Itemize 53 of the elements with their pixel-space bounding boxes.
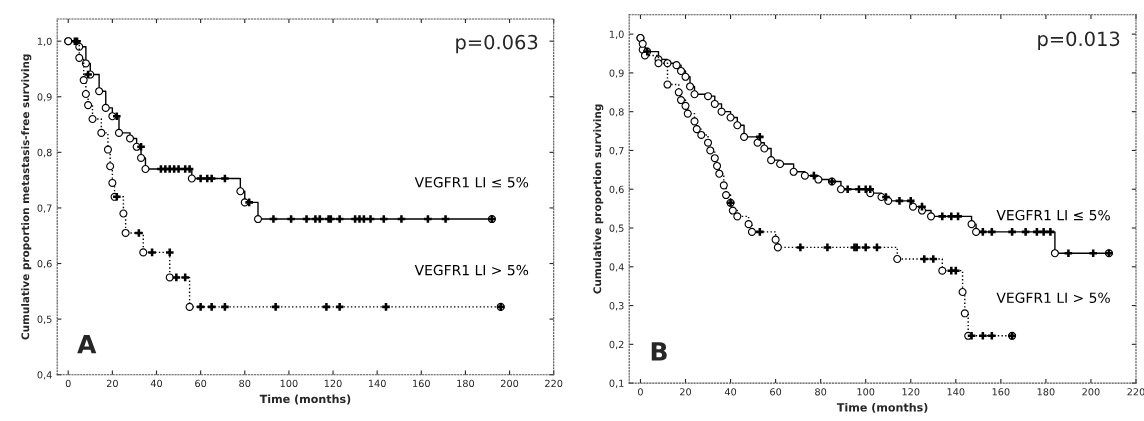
y-tick-label: 0,2 bbox=[609, 340, 624, 350]
annotation: p=0.063 bbox=[456, 34, 538, 54]
x-tick-label: 60 bbox=[770, 388, 782, 396]
x-tick-label: 160 bbox=[413, 379, 430, 388]
x-tick-label: 200 bbox=[501, 379, 519, 388]
x-tick-label: 120 bbox=[902, 388, 920, 396]
x-tick-label: 180 bbox=[1037, 388, 1055, 396]
text: VEGFR1 LI > 5% bbox=[996, 292, 1110, 303]
x-tick-label: 140 bbox=[947, 388, 965, 396]
series-label: VEGFR1 LI ≤ 5% bbox=[996, 209, 1110, 221]
annotation: B bbox=[651, 342, 667, 361]
x-tick-label: 100 bbox=[857, 388, 875, 396]
y-tick-label: 0,8 bbox=[609, 108, 624, 117]
x-tick-label: 140 bbox=[368, 379, 386, 388]
y-tick-label: 0,3 bbox=[609, 302, 624, 311]
y-tick-label: 0,5 bbox=[609, 224, 624, 233]
y-tick-label: 0,1 bbox=[609, 379, 624, 388]
x-tick-label: 220 bbox=[1127, 388, 1144, 396]
y-tick-label: 0,4 bbox=[609, 263, 624, 272]
y-tick-label: 0,6 bbox=[37, 260, 52, 269]
text: VEGFR1 LI ≤ 5% bbox=[414, 177, 529, 188]
x-tick-label: 0 bbox=[638, 388, 643, 396]
x-tick-label: 180 bbox=[457, 379, 475, 388]
x-tick-label: 60 bbox=[195, 379, 207, 388]
y-tick-label: 0,5 bbox=[37, 315, 52, 324]
x-axis-title: Time (months) bbox=[259, 394, 351, 405]
annotation: A bbox=[77, 334, 97, 354]
x-tick-label: 40 bbox=[724, 388, 737, 396]
x-tick-label: 80 bbox=[815, 388, 827, 396]
y-tick-label: 0,8 bbox=[37, 148, 52, 158]
x-tick-label: 80 bbox=[239, 379, 251, 388]
x-tick-label: 20 bbox=[106, 379, 118, 388]
x-tick-label: 40 bbox=[150, 379, 163, 388]
y-tick-label: 0,6 bbox=[609, 185, 624, 195]
y-tick-label: 0,7 bbox=[609, 146, 624, 156]
y-axis-title: Cumulative proportion metastasis-free surviving bbox=[21, 54, 32, 340]
x-tick-label: 200 bbox=[1082, 388, 1100, 396]
x-tick-label: 120 bbox=[324, 379, 342, 388]
y-tick-label: 0,4 bbox=[37, 371, 52, 380]
x-tick-label: 20 bbox=[680, 388, 692, 396]
y-tick-label: 0,7 bbox=[37, 204, 52, 213]
y-tick-label: 0,9 bbox=[609, 69, 624, 78]
x-axis-title: Time (months) bbox=[836, 402, 928, 413]
x-tick-label: 0 bbox=[65, 379, 71, 388]
y-tick-label: 1,0 bbox=[609, 30, 624, 39]
x-tick-label: 160 bbox=[992, 388, 1010, 396]
x-tick-label: 100 bbox=[280, 379, 298, 388]
y-tick-label: 0,9 bbox=[37, 93, 52, 102]
y-tick-label: 1,0 bbox=[37, 37, 52, 46]
text: VEGFR1 LI > 5% bbox=[414, 264, 529, 276]
annotation: p=0.013 bbox=[1038, 31, 1120, 50]
x-tick-label: 220 bbox=[545, 379, 563, 388]
y-axis-title: Cumulative proportion surviving bbox=[593, 104, 604, 294]
